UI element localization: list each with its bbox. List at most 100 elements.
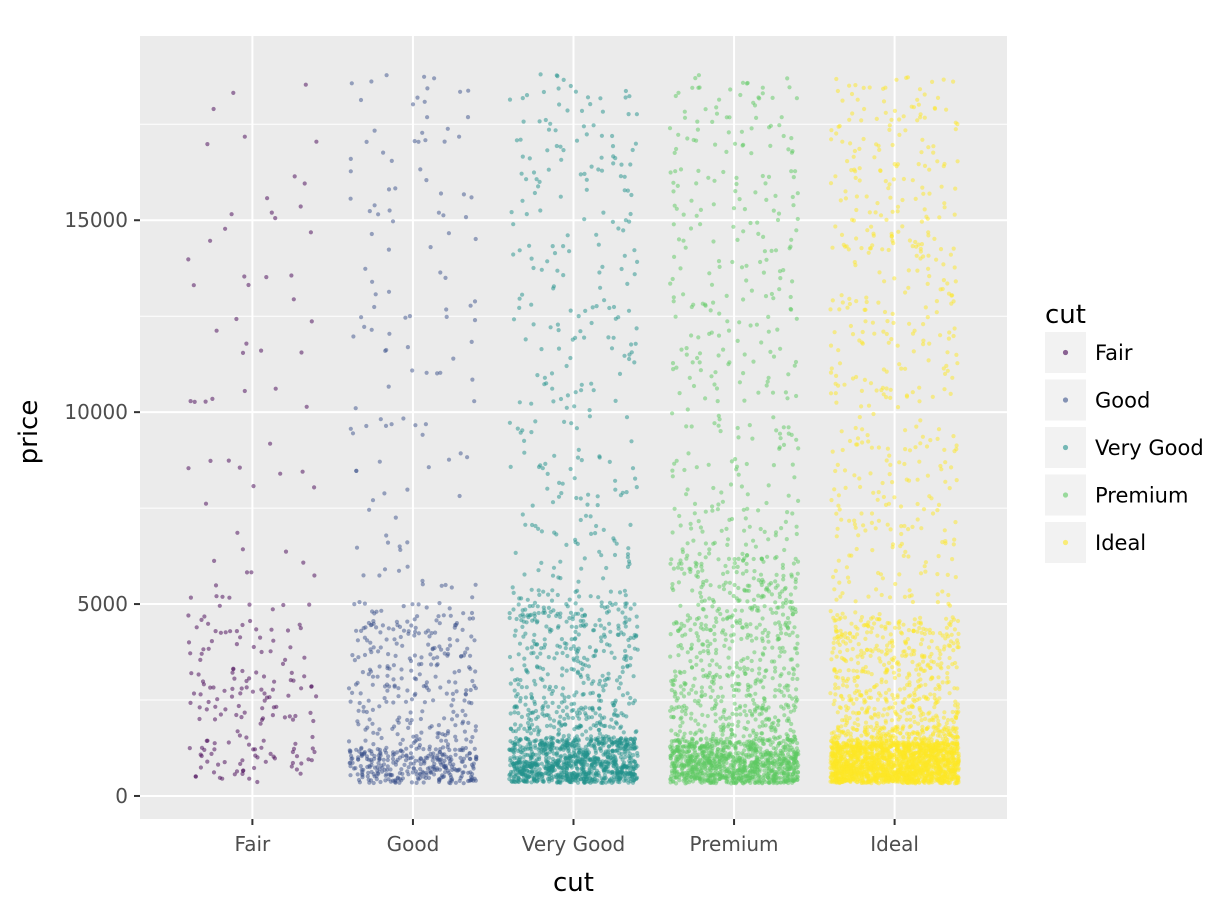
data-point (694, 631, 699, 636)
data-point (523, 607, 528, 612)
data-point (691, 302, 696, 307)
data-point (736, 688, 741, 693)
data-point (859, 246, 864, 251)
data-point (283, 549, 289, 554)
data-point (695, 119, 700, 124)
data-point (627, 741, 632, 746)
data-point (377, 757, 382, 762)
data-point (794, 437, 799, 442)
data-point (742, 352, 747, 357)
data-point (531, 650, 536, 656)
data-point (847, 296, 852, 301)
data-point (412, 633, 417, 638)
data-point (261, 674, 267, 679)
series-very-good (507, 72, 640, 786)
data-point (556, 757, 561, 763)
data-point (350, 431, 356, 436)
data-point (472, 683, 477, 689)
data-point (362, 652, 368, 658)
data-point (421, 747, 426, 752)
data-point (556, 575, 561, 580)
data-point (435, 756, 440, 761)
data-point (778, 346, 783, 351)
data-point (363, 738, 368, 743)
data-point (774, 572, 779, 578)
data-point (793, 585, 798, 590)
data-point (600, 264, 605, 269)
data-point (770, 645, 775, 650)
data-point (715, 399, 720, 404)
data-point (760, 85, 765, 90)
data-point (627, 352, 632, 357)
data-point (598, 763, 603, 768)
data-point (508, 681, 513, 686)
data-point (705, 713, 710, 719)
data-point (892, 276, 897, 281)
data-point (199, 617, 204, 623)
data-point (312, 573, 317, 578)
data-point (747, 692, 752, 697)
data-point (446, 679, 451, 684)
data-point (595, 737, 600, 742)
data-point (795, 697, 800, 703)
data-point (418, 167, 423, 172)
data-point (433, 747, 438, 752)
data-point (268, 441, 273, 446)
data-point (574, 766, 580, 771)
data-point (578, 329, 583, 334)
data-point (364, 709, 369, 715)
data-point (445, 742, 451, 747)
data-point (615, 766, 620, 772)
data-point (446, 651, 451, 657)
data-point (519, 764, 524, 769)
data-point (624, 415, 630, 420)
data-point (748, 220, 753, 226)
data-point (739, 751, 745, 756)
data-point (417, 775, 423, 781)
data-point (461, 756, 467, 761)
data-point (703, 396, 708, 401)
data-point (566, 733, 571, 738)
data-point (740, 80, 746, 85)
data-point (629, 192, 634, 198)
data-point (557, 739, 562, 744)
data-point (401, 416, 406, 421)
data-point (744, 278, 749, 283)
data-point (772, 777, 777, 782)
data-point (632, 759, 637, 764)
data-point (681, 292, 686, 297)
data-point (354, 468, 359, 473)
data-point (394, 750, 399, 755)
data-point (541, 666, 546, 672)
data-point (529, 430, 534, 435)
data-point (704, 578, 709, 583)
data-point (611, 703, 617, 708)
data-point (525, 597, 530, 602)
data-point (599, 639, 604, 644)
data-point (766, 537, 771, 542)
data-point (428, 245, 433, 250)
data-point (199, 745, 205, 750)
data-point (564, 712, 570, 717)
data-point (391, 677, 396, 682)
data-point (427, 634, 432, 639)
data-point (773, 600, 778, 605)
data-point (754, 322, 760, 327)
data-point (564, 363, 569, 369)
data-point (269, 627, 274, 632)
data-point (213, 583, 219, 588)
data-point (527, 726, 532, 731)
data-point (269, 210, 274, 215)
data-point (520, 96, 525, 101)
data-point (669, 739, 674, 744)
data-point (698, 625, 704, 630)
data-point (620, 610, 625, 615)
data-point (468, 739, 473, 744)
data-point (703, 745, 708, 750)
data-point (521, 770, 526, 775)
data-point (789, 150, 795, 155)
data-point (582, 655, 587, 661)
data-point (689, 754, 694, 759)
data-point (625, 691, 630, 696)
data-point (518, 755, 523, 760)
